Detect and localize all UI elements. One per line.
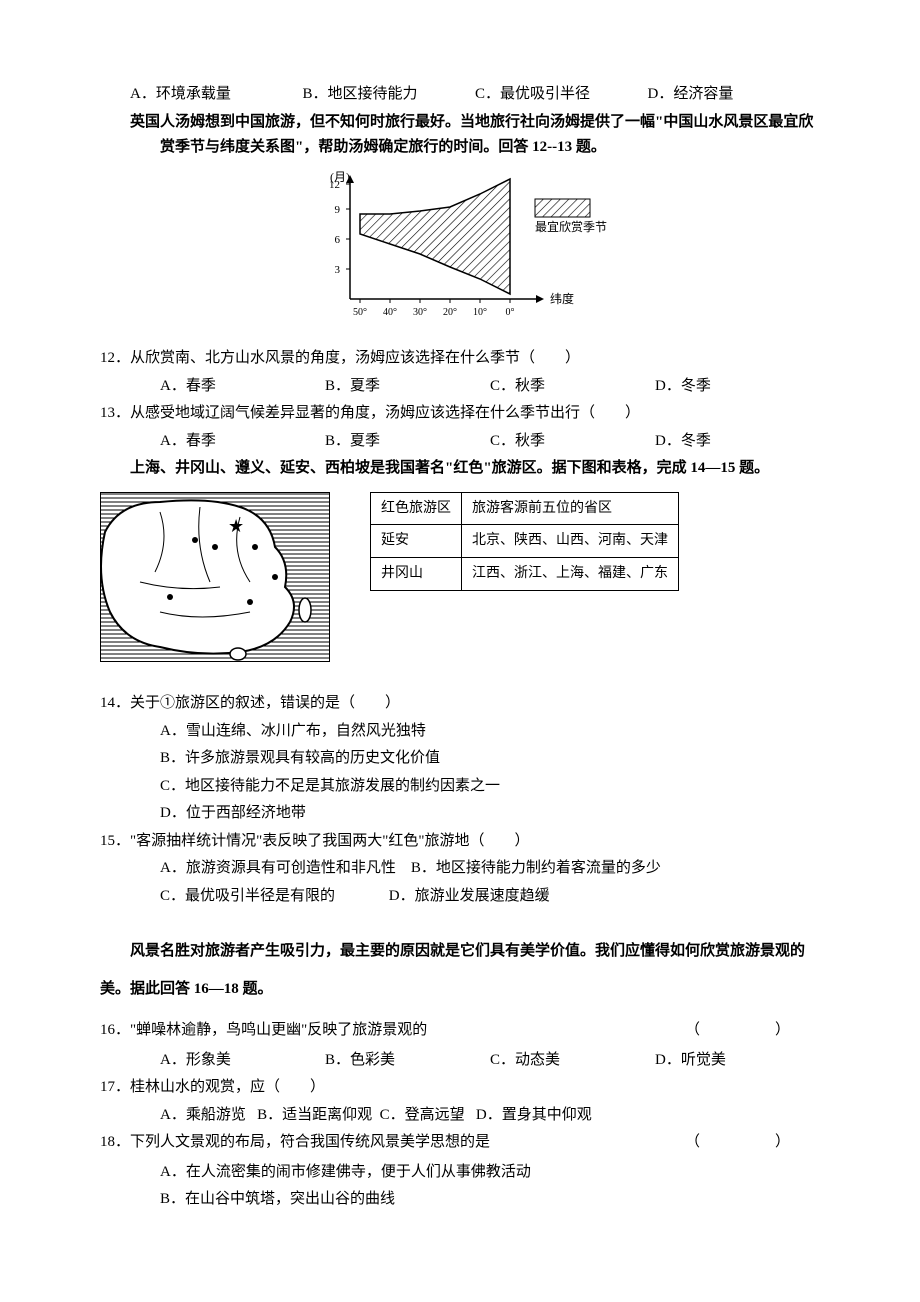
q15-opt-a: A．旅游资源具有可创造性和非凡性 bbox=[160, 860, 396, 876]
svg-text:20°: 20° bbox=[443, 307, 457, 318]
q18: 18．下列人文景观的布局，符合我国传统风景美学思想的是 （ ） bbox=[100, 1130, 820, 1156]
q12-options: A．春季 B．夏季 C．秋季 D．冬季 bbox=[100, 374, 820, 400]
q17-opt-c: C．登高远望 bbox=[380, 1107, 465, 1123]
q12-opt-a: A．春季 bbox=[160, 374, 325, 400]
svg-text:40°: 40° bbox=[383, 307, 397, 318]
svg-text:50°: 50° bbox=[353, 307, 367, 318]
q15-options-row1: A．旅游资源具有可创造性和非凡性 B．地区接待能力制约着客流量的多少 bbox=[100, 856, 820, 882]
q11-opt-d: D．经济容量 bbox=[648, 82, 821, 108]
svg-text:★: ★ bbox=[228, 516, 244, 536]
q15-stem: 15．"客源抽样统计情况"表反映了我国两大"红色"旅游地（ ） bbox=[100, 829, 820, 855]
q13-opt-d: D．冬季 bbox=[655, 429, 820, 455]
q11-opt-c: C．最优吸引半径 bbox=[475, 82, 648, 108]
q16-options: A．形象美 B．色彩美 C．动态美 D．听觉美 bbox=[100, 1048, 820, 1074]
q18-opt-b: B．在山谷中筑塔，突出山谷的曲线 bbox=[100, 1187, 820, 1213]
q12-opt-b: B．夏季 bbox=[325, 374, 490, 400]
q16-opt-b: B．色彩美 bbox=[325, 1048, 490, 1074]
q16-stem: 16．"蝉噪林逾静，鸟鸣山更幽"反映了旅游景观的 bbox=[100, 1022, 427, 1038]
svg-text:9: 9 bbox=[335, 204, 341, 216]
q17-stem: 17．桂林山水的观赏，应（ ） bbox=[100, 1075, 820, 1101]
svg-text:(月): (月) bbox=[330, 170, 350, 184]
table-header-col1: 红色旅游区 bbox=[371, 492, 462, 525]
table-header-col2: 旅游客源前五位的省区 bbox=[462, 492, 679, 525]
q18-stem: 18．下列人文景观的布局，符合我国传统风景美学思想的是 bbox=[100, 1134, 490, 1150]
map-and-table-row: ★ 红色旅游区 旅游客源前五位的省区 延安 北京、陕西、山西、河南、天津 井冈山… bbox=[100, 492, 820, 672]
q16-opt-c: C．动态美 bbox=[490, 1048, 655, 1074]
q16-opt-d: D．听觉美 bbox=[655, 1048, 820, 1074]
svg-text:6: 6 bbox=[335, 234, 341, 246]
svg-text:纬度: 纬度 bbox=[550, 291, 574, 306]
svg-text:30°: 30° bbox=[413, 307, 427, 318]
svg-text:3: 3 bbox=[335, 264, 341, 276]
q16-opt-a: A．形象美 bbox=[160, 1048, 325, 1074]
q13-stem: 13．从感受地域辽阔气候差异显著的角度，汤姆应该选择在什么季节出行（ ） bbox=[100, 401, 820, 427]
q12-opt-d: D．冬季 bbox=[655, 374, 820, 400]
q15-opt-c: C．最优吸引半径是有限的 bbox=[160, 884, 385, 910]
q18-parens: （ ） bbox=[685, 1130, 820, 1156]
q15-options-row2: C．最优吸引半径是有限的 D．旅游业发展速度趋缓 bbox=[100, 884, 820, 910]
q17-options: A．乘船游览 B．适当距离仰观 C．登高远望 D．置身其中仰观 bbox=[100, 1103, 820, 1129]
q17-opt-a: A．乘船游览 bbox=[160, 1107, 246, 1123]
q13-opt-c: C．秋季 bbox=[490, 429, 655, 455]
q11-options: A．环境承载量 B．地区接待能力 C．最优吸引半径 D．经济容量 bbox=[100, 82, 820, 108]
q17-opt-d: D．置身其中仰观 bbox=[476, 1107, 592, 1123]
q14-opt-a: A．雪山连绵、冰川广布，自然风光独特 bbox=[100, 719, 820, 745]
table-row: 井冈山 江西、浙江、上海、福建、广东 bbox=[371, 558, 679, 591]
latitude-season-chart: 3 6 9 12 (月) 50° 40° 30° 20° 10° 0° 纬度 最… bbox=[100, 169, 820, 339]
q16-parens: （ ） bbox=[685, 1018, 820, 1044]
svg-text:最宜欣赏季节: 最宜欣赏季节 bbox=[535, 219, 607, 234]
q15-opt-d: D．旅游业发展速度趋缓 bbox=[389, 888, 550, 904]
svg-text:0°: 0° bbox=[506, 307, 515, 318]
q12-opt-c: C．秋季 bbox=[490, 374, 655, 400]
q14-stem: 14．关于①旅游区的叙述，错误的是（ ） bbox=[100, 691, 820, 717]
q14-opt-b: B．许多旅游景观具有较高的历史文化价值 bbox=[100, 746, 820, 772]
table-row: 延安 北京、陕西、山西、河南、天津 bbox=[371, 525, 679, 558]
svg-text:10°: 10° bbox=[473, 307, 487, 318]
q14-opt-d: D．位于西部经济地带 bbox=[100, 801, 820, 827]
q11-opt-a: A．环境承载量 bbox=[130, 82, 303, 108]
q11-opt-b: B．地区接待能力 bbox=[303, 82, 476, 108]
red-tourism-table: 红色旅游区 旅游客源前五位的省区 延安 北京、陕西、山西、河南、天津 井冈山 江… bbox=[370, 492, 679, 591]
q13-opt-b: B．夏季 bbox=[325, 429, 490, 455]
q13-opt-a: A．春季 bbox=[160, 429, 325, 455]
q13-options: A．春季 B．夏季 C．秋季 D．冬季 bbox=[100, 429, 820, 455]
q15-opt-b: B．地区接待能力制约着客流量的多少 bbox=[411, 860, 661, 876]
q16: 16．"蝉噪林逾静，鸟鸣山更幽"反映了旅游景观的 （ ） bbox=[100, 1018, 820, 1044]
china-map: ★ bbox=[100, 492, 330, 672]
passage-16-18: 风景名胜对旅游者产生吸引力，最主要的原因就是它们具有美学价值。我们应懂得如何欣赏… bbox=[100, 933, 820, 1008]
passage-12-13: 英国人汤姆想到中国旅游，但不知何时旅行最好。当地旅行社向汤姆提供了一幅"中国山水… bbox=[100, 110, 820, 161]
q12-stem: 12．从欣赏南、北方山水风景的角度，汤姆应该选择在什么季节（ ） bbox=[100, 346, 820, 372]
q14-opt-c: C．地区接待能力不足是其旅游发展的制约因素之一 bbox=[100, 774, 820, 800]
q17-opt-b: B．适当距离仰观 bbox=[257, 1107, 372, 1123]
passage-14-15: 上海、井冈山、遵义、延安、西柏坡是我国著名"红色"旅游区。据下图和表格，完成 1… bbox=[100, 456, 820, 482]
q18-opt-a: A．在人流密集的闹市修建佛寺，便于人们从事佛教活动 bbox=[100, 1160, 820, 1186]
